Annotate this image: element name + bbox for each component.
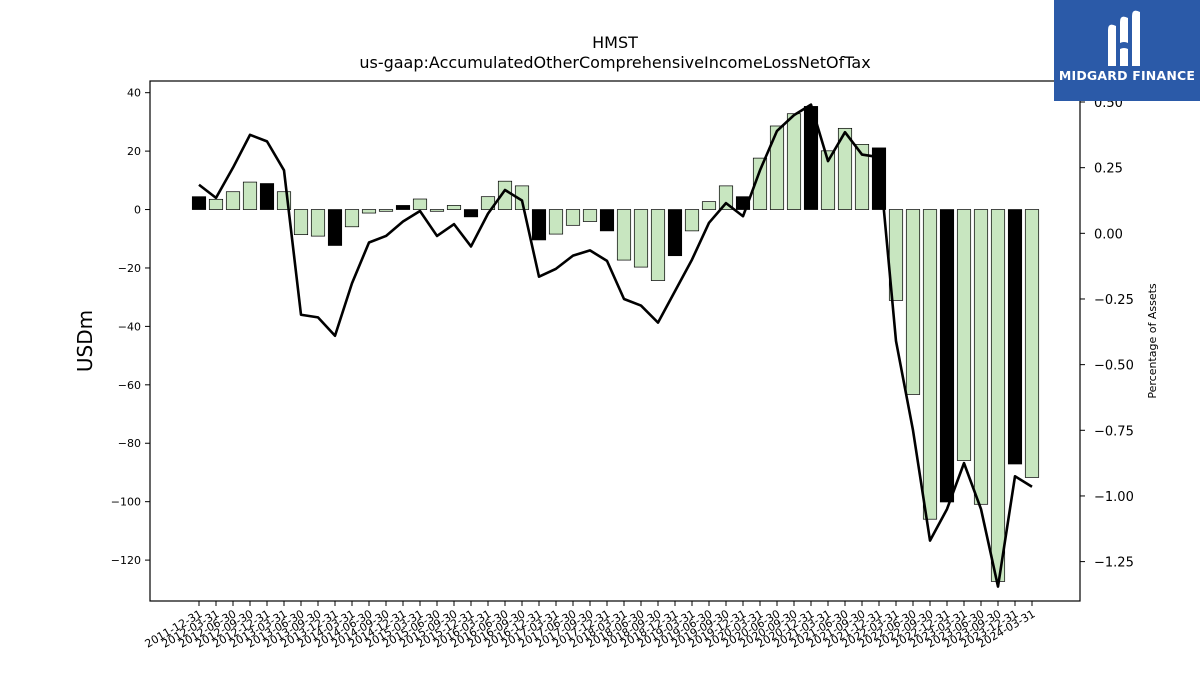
bar — [191, 196, 207, 210]
y-tick-label: −40 — [118, 320, 141, 333]
y2-tick-label: −0.50 — [1094, 359, 1134, 374]
bar — [599, 209, 615, 232]
y-axis-right: 0.500.250.00−0.25−0.50−0.75−1.00−1.25 — [1080, 96, 1134, 571]
bar — [939, 209, 955, 503]
y-tick-label: −80 — [118, 437, 141, 450]
bar — [565, 209, 581, 226]
y2-axis-label: Percentage of Assets — [1146, 283, 1159, 399]
bar — [905, 209, 921, 395]
bar — [837, 127, 853, 210]
y2-tick-label: −1.00 — [1094, 490, 1134, 505]
bar — [752, 157, 768, 210]
bar — [1007, 209, 1023, 465]
midgard-finance-logo: MIDGARD FINANCE — [1054, 0, 1200, 101]
bar — [531, 209, 547, 241]
bar — [548, 209, 564, 235]
bar — [990, 209, 1006, 582]
bar — [718, 185, 734, 210]
bar — [378, 209, 394, 212]
bar — [1024, 209, 1040, 478]
bar — [463, 209, 479, 218]
bar — [684, 209, 700, 232]
y-axis-left: 40 20 0 −20 −40 −60 −80 −100 −120 — [111, 87, 150, 567]
y-tick-label: −60 — [118, 379, 141, 392]
pct-assets-line — [198, 103, 1033, 588]
plot-frame — [149, 80, 1081, 602]
bar — [956, 209, 972, 461]
chart-subtitle: us-gaap:AccumulatedOtherComprehensiveInc… — [359, 53, 870, 72]
logo-mark-icon — [1108, 10, 1140, 67]
bar — [701, 201, 717, 210]
bar — [973, 209, 989, 505]
y-tick-label: −120 — [111, 554, 141, 567]
y-tick-label: −20 — [118, 262, 141, 275]
bar — [361, 209, 377, 214]
logo-text: MIDGARD FINANCE — [1058, 68, 1196, 83]
y-tick-label: 40 — [127, 87, 141, 100]
x-axis: 2011-12-312012-03-312012-06-302012-09-30… — [143, 601, 1038, 651]
bar — [310, 209, 326, 237]
bar — [650, 209, 666, 281]
bar — [922, 209, 938, 520]
bar — [769, 125, 785, 210]
y-axis-label: USDm — [73, 310, 97, 372]
y-tick-label: 0 — [134, 204, 141, 217]
bar — [582, 209, 598, 222]
bar — [259, 183, 275, 210]
y2-tick-label: −1.25 — [1094, 556, 1134, 571]
bar — [242, 181, 258, 210]
bar — [208, 198, 224, 210]
bar — [786, 113, 802, 210]
y2-tick-label: −0.75 — [1094, 424, 1134, 439]
bar — [446, 205, 462, 210]
bar — [633, 209, 649, 268]
bar — [667, 209, 683, 257]
y2-tick-label: 0.25 — [1094, 162, 1123, 177]
bar — [616, 209, 632, 261]
bar — [412, 198, 428, 210]
bar — [225, 191, 241, 210]
y-tick-label: 20 — [127, 145, 141, 158]
bar — [327, 209, 343, 246]
bar — [429, 209, 445, 212]
y-tick-label: −100 — [111, 496, 141, 509]
bars-layer — [191, 106, 1040, 582]
bar — [344, 209, 360, 228]
bar — [395, 205, 411, 210]
chart-title: HMST — [592, 33, 638, 52]
bar — [293, 209, 309, 236]
y2-tick-label: −0.25 — [1094, 293, 1134, 308]
bar — [820, 150, 836, 210]
y2-tick-label: 0.00 — [1094, 227, 1123, 242]
line-layer — [198, 103, 1033, 588]
bar — [854, 144, 870, 210]
